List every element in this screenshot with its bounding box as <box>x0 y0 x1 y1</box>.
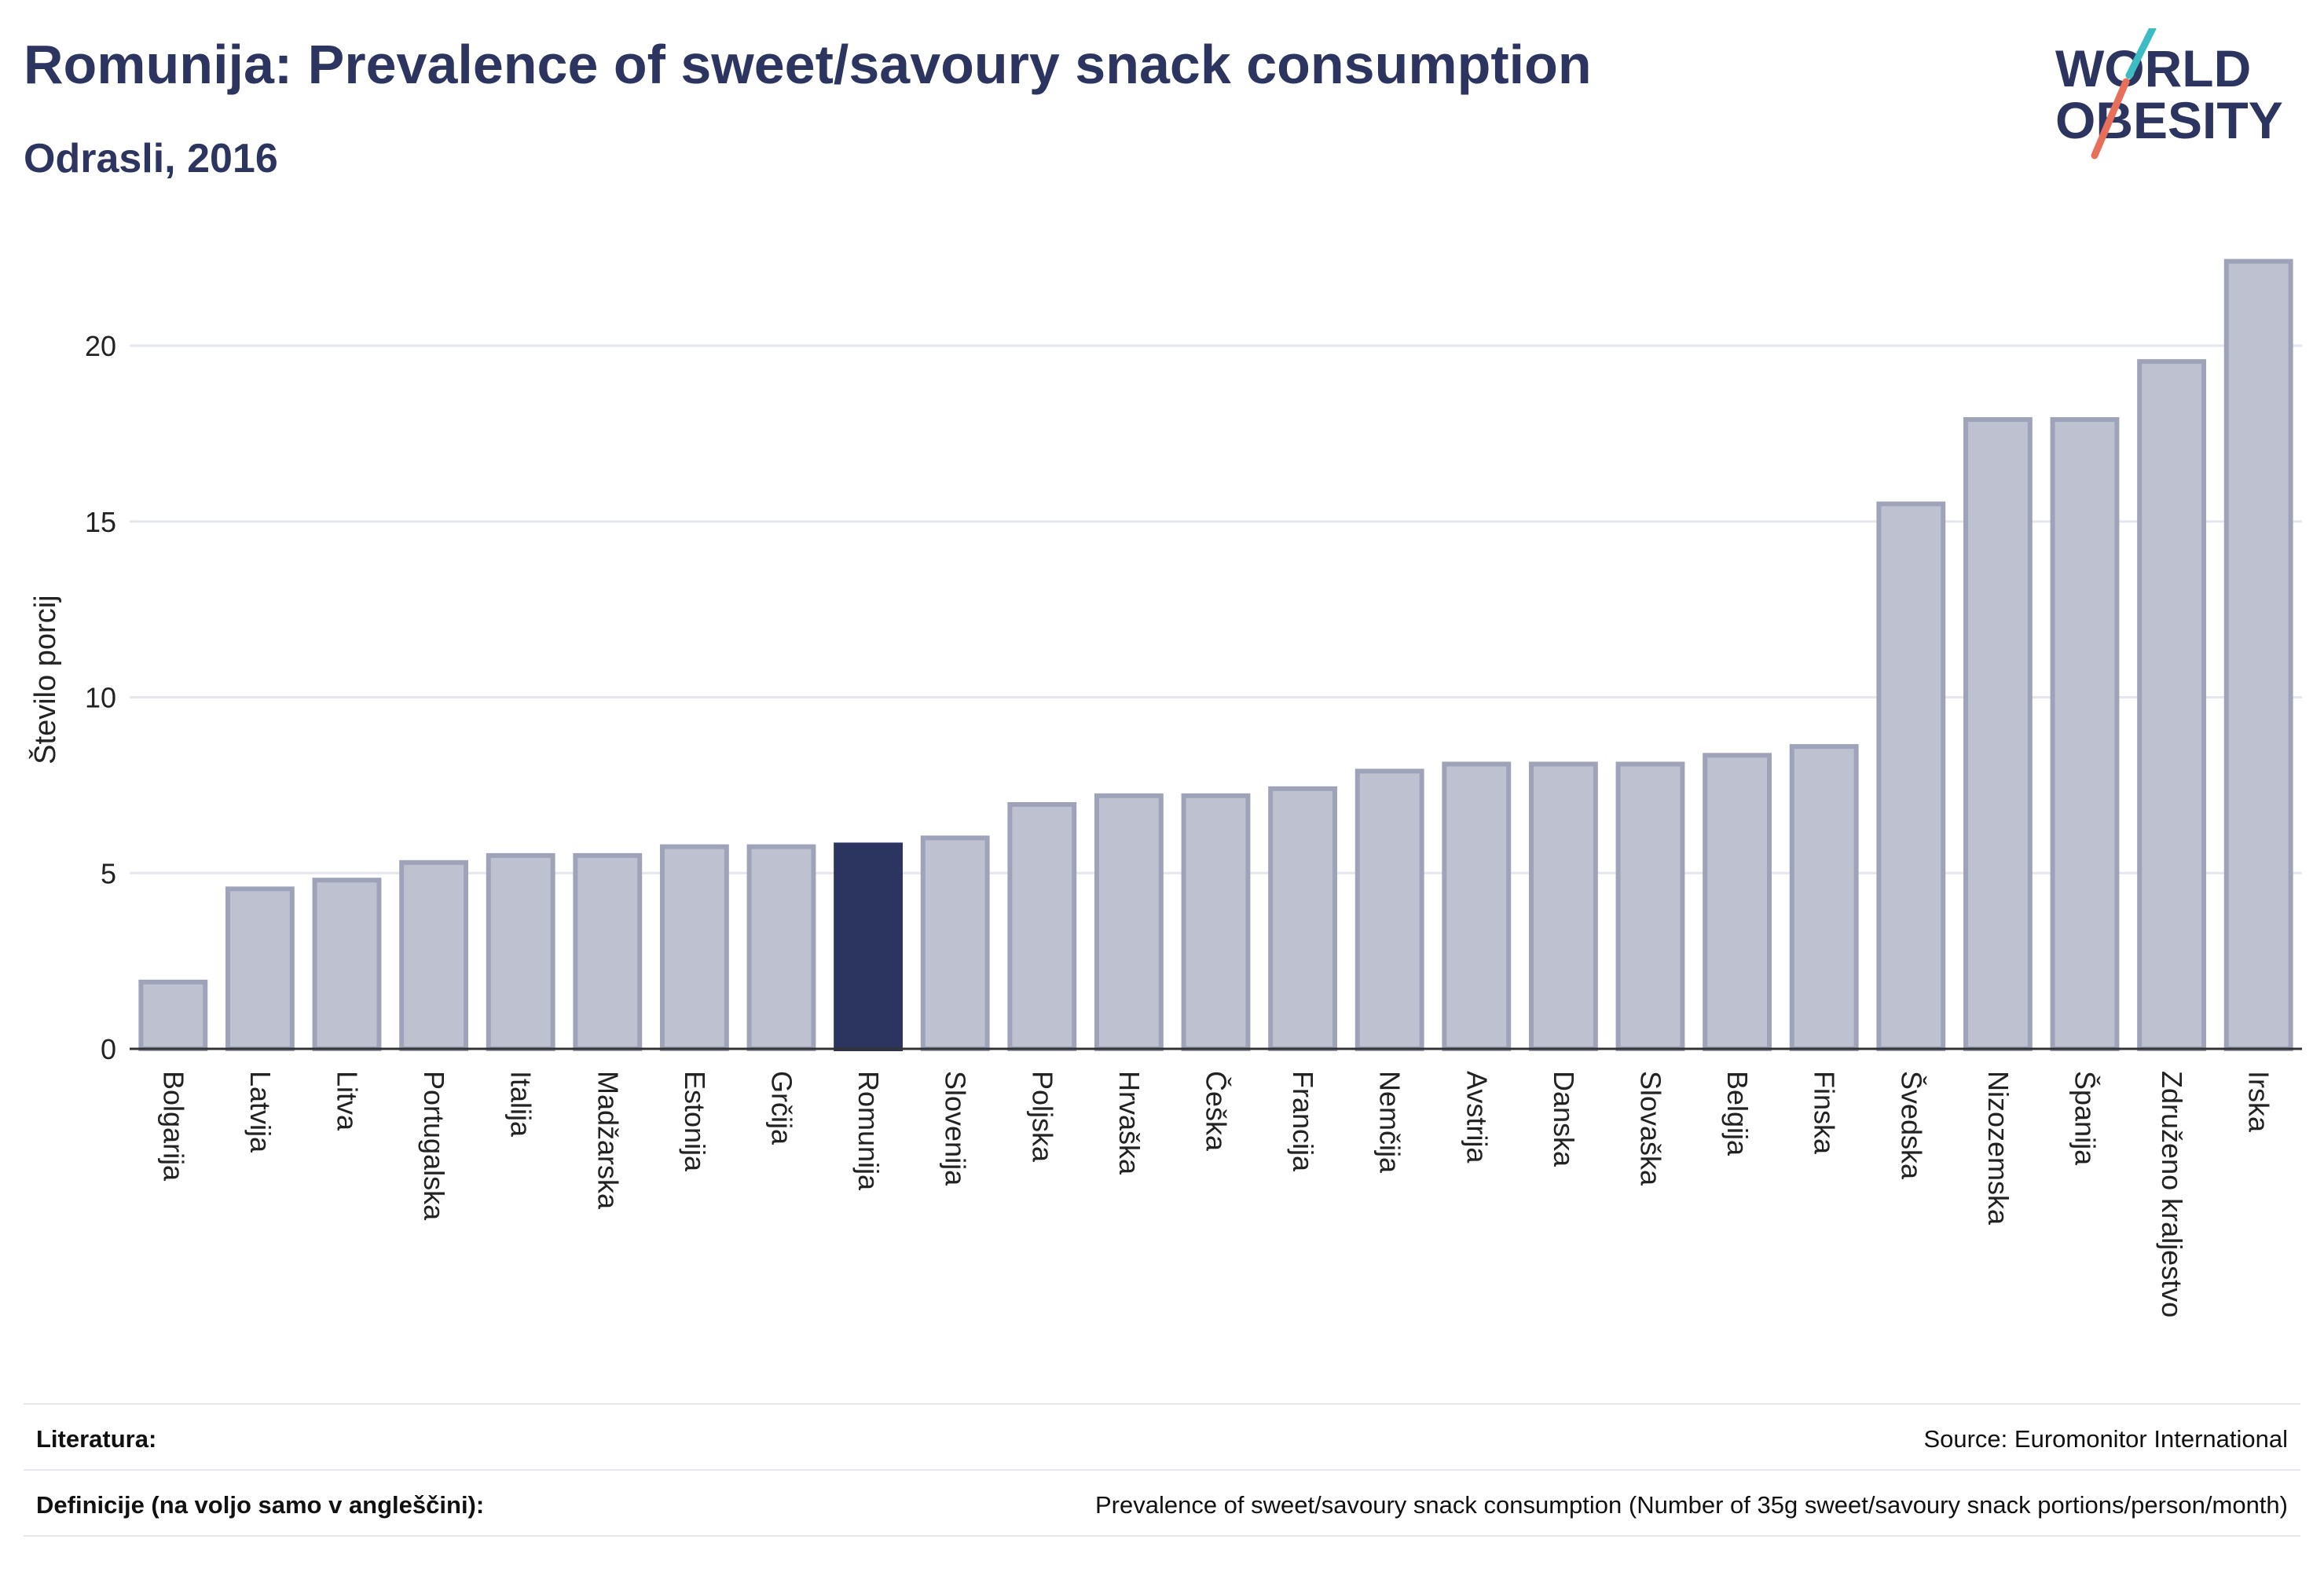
definitions-value: Prevalence of sweet/savoury snack consum… <box>1094 1491 2288 1519</box>
bar <box>1789 744 1859 1052</box>
x-tick-label: Hrvaška <box>1113 1071 1146 1175</box>
bar <box>2223 258 2293 1052</box>
bar <box>225 886 295 1051</box>
x-tick-label: Irska <box>2243 1071 2275 1133</box>
bar <box>1876 501 1946 1051</box>
y-tick-label: 20 <box>85 330 116 362</box>
references-label: Literatura: <box>36 1425 157 1453</box>
y-tick-label: 10 <box>85 682 116 714</box>
bar <box>1963 416 2033 1051</box>
footer-divider <box>24 1535 2300 1537</box>
x-tick-label: Portugalska <box>418 1071 450 1221</box>
bar <box>1354 768 1424 1051</box>
x-tick-label: Češka <box>1200 1071 1233 1152</box>
bar <box>486 852 555 1051</box>
bar <box>1442 761 1512 1052</box>
x-tick-label: Madžarska <box>592 1071 624 1210</box>
bar <box>1528 761 1598 1052</box>
x-tick-label: Estonija <box>679 1071 711 1172</box>
bar <box>573 852 643 1051</box>
y-tick-label: 15 <box>85 506 116 538</box>
bar <box>399 859 469 1051</box>
chart-subtitle: Odrasli, 2016 <box>24 136 278 181</box>
bar <box>138 979 208 1051</box>
bar <box>312 878 382 1051</box>
bar <box>746 844 816 1051</box>
bar <box>659 844 729 1051</box>
x-tick-label: Španija <box>2069 1071 2102 1166</box>
logo-slash-coral <box>2091 78 2130 159</box>
y-tick-label: 0 <box>101 1033 116 1065</box>
bar <box>1094 793 1164 1051</box>
x-tick-label: Nizozemska <box>1982 1071 2014 1226</box>
footer-definitions-row: Definicije (na voljo samo v angleščini):… <box>24 1469 2300 1537</box>
definitions-label: Definicije (na voljo samo v angleščini): <box>36 1491 485 1519</box>
logo-word-obesity: OBESITY <box>2055 91 2283 149</box>
x-tick-label: Avstrija <box>1461 1071 1493 1164</box>
y-tick-label: 5 <box>101 857 116 889</box>
bar <box>1007 801 1077 1051</box>
logo-word-world: WORLD <box>2055 39 2251 97</box>
x-tick-label: Grčija <box>766 1071 798 1145</box>
x-tick-label: Slovaška <box>1635 1071 1667 1186</box>
y-axis-label: Število porcij <box>27 595 62 764</box>
x-tick-label: Romunija <box>852 1071 885 1191</box>
x-tick-label: Italija <box>505 1071 537 1138</box>
world-obesity-logo: WORLD OBESITY <box>2055 28 2283 159</box>
references-value: Source: Euromonitor International <box>1923 1425 2288 1453</box>
bar <box>2050 416 2120 1051</box>
x-tick-label: Francija <box>1287 1071 1319 1172</box>
x-tick-label: Nemčija <box>1374 1071 1406 1174</box>
x-tick-label: Danska <box>1548 1071 1580 1167</box>
x-tick-label: Švedska <box>1895 1071 1927 1180</box>
x-tick-label: Poljska <box>1026 1071 1058 1163</box>
bar-chart: 0 5 10 15 20 Število porcij Bolgarija Latvija Li… <box>27 258 2302 1318</box>
x-tick-label: Belgija <box>1721 1071 1754 1156</box>
bar <box>920 835 990 1051</box>
x-tick-label: Litva <box>332 1071 364 1131</box>
x-tick-label: Bolgarija <box>157 1071 189 1182</box>
bar <box>1615 761 1685 1052</box>
bar <box>834 842 904 1051</box>
bar <box>1703 753 1772 1052</box>
bar <box>2137 359 2207 1051</box>
bar <box>1181 793 1251 1051</box>
x-tick-label: Združeno kraljestvo <box>2156 1071 2188 1318</box>
logo-slash-teal <box>2125 28 2157 79</box>
x-tick-label: Latvija <box>244 1071 277 1153</box>
x-tick-label: Finska <box>1809 1071 1841 1155</box>
chart-title: Romunija: Prevalence of sweet/savoury sn… <box>24 34 1592 95</box>
x-tick-label: Slovenija <box>940 1071 972 1186</box>
footer-references-row: Literatura: Source: Euromonitor Internat… <box>24 1403 2300 1471</box>
bar <box>1268 786 1338 1051</box>
